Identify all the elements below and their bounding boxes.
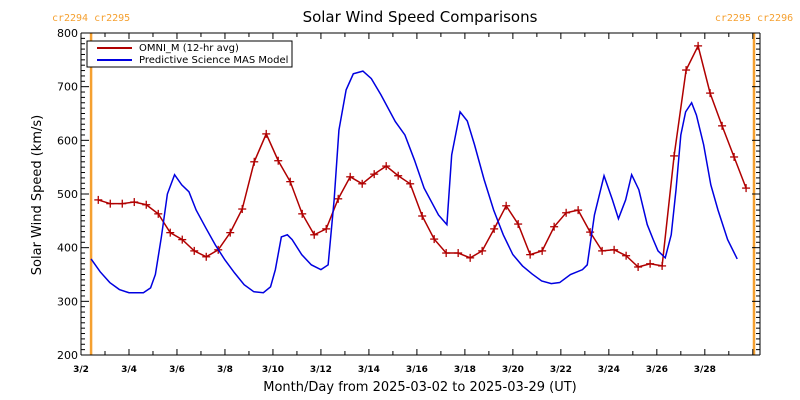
- omni-data-point-marker: [622, 251, 631, 260]
- legend-label-omni: OMNI_M (12-hr avg): [139, 43, 239, 54]
- omni-data-point-marker: [334, 194, 343, 203]
- x-tick-label: 3/22: [550, 365, 572, 375]
- omni-data-point-marker: [298, 209, 307, 218]
- omni-data-point-marker: [646, 259, 655, 268]
- chart-title: Solar Wind Speed Comparisons: [303, 8, 538, 26]
- x-tick-label: 3/4: [121, 365, 137, 375]
- omni-data-point-marker: [310, 230, 319, 239]
- omni-data-point-marker: [598, 246, 607, 255]
- y-tick-label: 200: [57, 349, 78, 362]
- omni-data-point-marker: [730, 152, 739, 161]
- x-tick-label: 3/8: [217, 365, 233, 375]
- omni-data-point-marker: [550, 222, 559, 231]
- carrington-label: cr2295: [94, 13, 130, 24]
- x-tick-label: 3/10: [262, 365, 284, 375]
- omni-data-point-marker: [502, 201, 511, 210]
- omni-data-point-marker: [130, 198, 139, 207]
- omni-data-point-marker: [226, 228, 235, 237]
- omni-data-point-marker: [718, 121, 727, 130]
- omni-data-point-marker: [634, 262, 643, 271]
- x-tick-label: 3/24: [598, 365, 620, 375]
- x-axis-label: Month/Day from 2025-03-02 to 2025-03-29 …: [263, 380, 576, 395]
- omni-data-point-marker: [358, 179, 367, 188]
- omni-data-point-marker: [190, 246, 199, 255]
- mas-model-series-line: [90, 70, 738, 294]
- omni-data-point-marker: [346, 172, 355, 181]
- omni-data-point-marker: [274, 156, 283, 165]
- omni-data-point-marker: [370, 170, 379, 179]
- omni-data-point-marker: [418, 212, 427, 221]
- y-tick-label: 400: [57, 242, 78, 255]
- x-tick-label: 3/18: [454, 365, 476, 375]
- omni-data-point-marker: [394, 171, 403, 180]
- omni-data-point-marker: [178, 235, 187, 244]
- carrington-label: cr2295: [715, 13, 751, 24]
- omni-data-point-marker: [658, 261, 667, 270]
- omni-data-point-marker: [202, 252, 211, 261]
- legend-label-mas: Predictive Science MAS Model: [139, 55, 288, 66]
- omni-data-point-marker: [322, 224, 331, 233]
- x-tick-label: 3/16: [406, 365, 428, 375]
- omni-data-point-marker: [706, 89, 715, 98]
- omni-data-point-marker: [526, 250, 535, 259]
- omni-data-point-marker: [442, 249, 451, 258]
- omni-data-point-marker: [490, 224, 499, 233]
- x-tick-label: 3/28: [694, 365, 716, 375]
- omni-data-point-marker: [238, 205, 247, 214]
- data-series: [90, 41, 751, 294]
- omni-data-point-marker: [538, 246, 547, 255]
- omni-data-point-marker: [742, 184, 751, 193]
- omni-data-point-marker: [106, 199, 115, 208]
- omni-data-point-marker: [262, 129, 271, 138]
- x-tick-label: 3/26: [646, 365, 668, 375]
- axes: 200 300 400 500 600 700 800 3/2 3/4 3/6 3/8 3/10 3/1…: [57, 27, 761, 375]
- omni-data-point-marker: [586, 228, 595, 237]
- omni-data-point-marker: [466, 253, 475, 262]
- omni-data-point-marker: [514, 220, 523, 229]
- omni-data-point-marker: [94, 195, 103, 204]
- y-tick-label: 700: [57, 81, 78, 94]
- carrington-label: cr2294: [52, 13, 88, 24]
- y-axis-label: Solar Wind Speed (km/s): [30, 115, 45, 275]
- omni-data-point-marker: [562, 208, 571, 217]
- omni-data-point-marker: [382, 162, 391, 171]
- omni-data-point-marker: [406, 179, 415, 188]
- x-tick-label: 3/14: [358, 365, 380, 375]
- omni-data-point-marker: [166, 228, 175, 237]
- omni-data-point-marker: [286, 177, 295, 186]
- y-tick-label: 800: [57, 27, 78, 40]
- legend-box: [86, 40, 293, 68]
- y-tick-label: 600: [57, 134, 78, 147]
- omni-data-point-marker: [154, 209, 163, 218]
- y-tick-label: 500: [57, 188, 78, 201]
- x-tick-label: 3/6: [169, 365, 185, 375]
- omni-data-point-marker: [682, 66, 691, 75]
- x-tick-label: 3/20: [502, 365, 524, 375]
- omni-data-point-marker: [430, 235, 439, 244]
- omni-data-point-marker: [250, 157, 259, 166]
- omni-data-point-marker: [118, 199, 127, 208]
- legend: OMNI_M (12-hr avg) Predictive Science MA…: [86, 40, 293, 68]
- omni-series-line: [98, 43, 747, 268]
- x-tick-label: 3/12: [310, 365, 332, 375]
- y-tick-label: 300: [57, 295, 78, 308]
- omni-data-point-marker: [454, 249, 463, 258]
- omni-data-point-marker: [610, 245, 619, 254]
- x-tick-label: 3/2: [73, 365, 89, 375]
- omni-data-point-marker: [574, 206, 583, 215]
- omni-data-point-marker: [694, 41, 703, 50]
- carrington-label: cr2296: [757, 13, 793, 24]
- omni-data-point-marker: [142, 200, 151, 209]
- omni-data-point-marker: [670, 151, 679, 160]
- omni-data-point-marker: [478, 246, 487, 255]
